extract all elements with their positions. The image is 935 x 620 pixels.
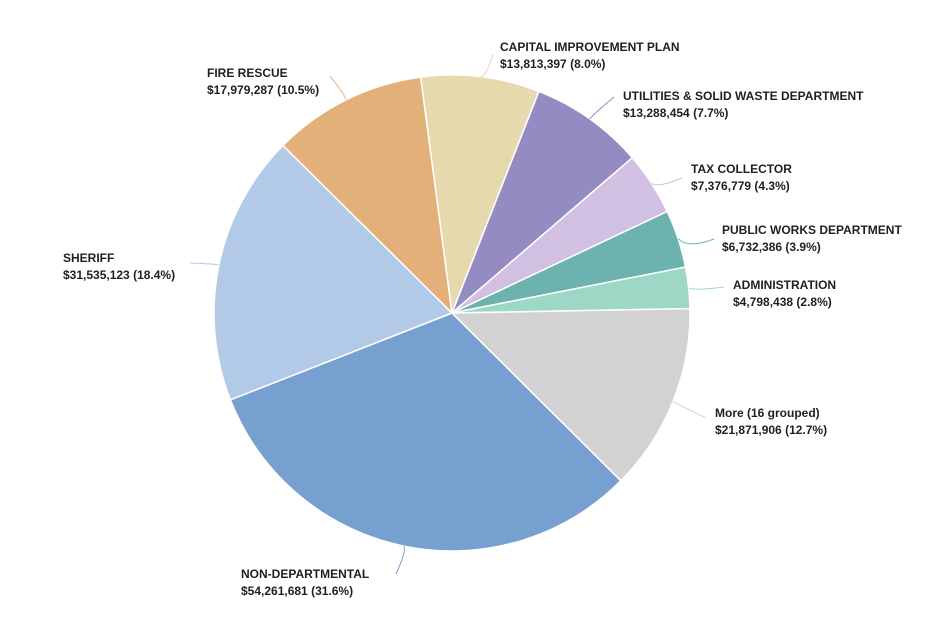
- leader-line-non-departmental: [395, 545, 405, 575]
- leader-line-public-works-department: [677, 238, 715, 245]
- leader-line-administration: [688, 286, 725, 290]
- pie-slice-sheriff[interactable]: [213, 144, 453, 401]
- pie-slice-capital-improvement-plan[interactable]: [419, 74, 540, 314]
- pie-labels: NON-DEPARTMENTAL $54,261,681 (31.6%) SHERI…: [63, 40, 902, 598]
- slice-value-sheriff: $31,535,123 (18.4%): [63, 268, 175, 282]
- slice-label-non-departmental: NON-DEPARTMENTAL: [241, 567, 369, 581]
- pie-slice-fire-rescue[interactable]: [282, 76, 453, 314]
- slice-label-public-works-department: PUBLIC WORKS DEPARTMENT: [722, 223, 902, 237]
- slice-value-non-departmental: $54,261,681 (31.6%): [241, 584, 353, 598]
- slice-value-administration: $4,798,438 (2.8%): [733, 295, 832, 309]
- slice-label-sheriff: SHERIFF: [63, 251, 114, 265]
- slice-label-fire-rescue: FIRE RESCUE: [207, 66, 288, 80]
- pie-slice-non-departmental[interactable]: [229, 312, 622, 552]
- slice-label-administration: ADMINISTRATION: [733, 278, 836, 292]
- slice-label-tax-collector: TAX COLLECTOR: [691, 162, 792, 176]
- slice-label-more-16-grouped: More (16 grouped): [715, 406, 820, 420]
- leader-line-more-16-grouped: [672, 401, 707, 419]
- leader-line-sheriff: [189, 262, 220, 266]
- pie-slices: [213, 74, 691, 552]
- slice-value-capital-improvement-plan: $13,813,397 (8.0%): [500, 57, 605, 71]
- leader-line-fire-rescue: [329, 75, 347, 100]
- pie-leader-lines: [189, 53, 725, 575]
- slice-value-tax-collector: $7,376,779 (4.3%): [691, 179, 790, 193]
- leader-line-capital-improvement-plan: [480, 53, 494, 78]
- leader-line-tax-collector: [651, 177, 683, 186]
- slice-label-utilities-solid-waste-department: UTILITIES & SOLID WASTE DEPARTMENT: [623, 89, 864, 103]
- slice-value-fire-rescue: $17,979,287 (10.5%): [207, 83, 319, 97]
- slice-value-utilities-solid-waste-department: $13,288,454 (7.7%): [623, 106, 728, 120]
- slice-label-capital-improvement-plan: CAPITAL IMPROVEMENT PLAN: [500, 40, 680, 54]
- slice-value-public-works-department: $6,732,386 (3.9%): [722, 240, 821, 254]
- slice-value-more-16-grouped: $21,871,906 (12.7%): [715, 423, 827, 437]
- pie-slice-more-16-grouped[interactable]: [451, 307, 691, 482]
- leader-line-utilities-solid-waste-department: [589, 96, 615, 120]
